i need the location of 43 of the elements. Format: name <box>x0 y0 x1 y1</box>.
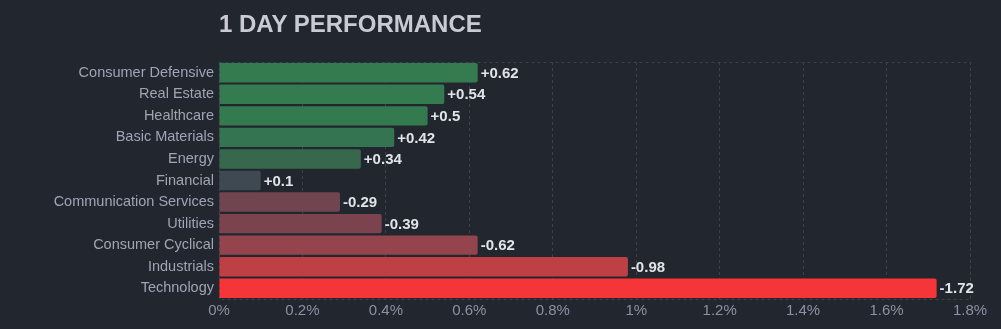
data-label: -0.29 <box>342 193 378 211</box>
x-tick-label: 0.8% <box>535 301 570 319</box>
bar <box>219 235 478 255</box>
data-label: -0.39 <box>384 214 419 232</box>
y-tick-label: Industrials <box>147 257 214 274</box>
data-label: -0.98 <box>630 257 666 275</box>
bar <box>219 106 428 126</box>
data-label: +0.62 <box>480 63 519 81</box>
x-tick-label: 1.4% <box>786 301 821 319</box>
data-label: -0.62 <box>480 236 515 254</box>
bar <box>219 127 395 148</box>
bar <box>219 213 382 234</box>
y-tick-label: Communication Services <box>53 193 214 210</box>
x-tick-label: 1.8% <box>952 301 988 319</box>
bar <box>219 256 628 277</box>
y-tick-label: Technology <box>140 279 215 296</box>
y-tick-label: Energy <box>168 149 215 166</box>
data-label: +0.1 <box>263 171 294 189</box>
y-tick-label: Utilities <box>167 214 214 231</box>
x-tick-label: 0.4% <box>368 301 403 319</box>
bar <box>219 278 937 298</box>
y-tick-label: Healthcare <box>143 106 214 123</box>
x-tick-label: 0.2% <box>285 301 320 319</box>
bar <box>219 84 445 105</box>
data-label: +0.5 <box>430 107 461 124</box>
data-label: +0.34 <box>363 150 403 168</box>
data-label: +0.54 <box>447 85 486 103</box>
x-tick-label: 1% <box>625 301 648 319</box>
y-tick-label: Consumer Defensive <box>78 63 214 80</box>
y-tick-label: Real Estate <box>139 85 214 102</box>
y-tick-label: Basic Materials <box>115 128 214 145</box>
x-tick-label: 1.2% <box>702 301 737 319</box>
bar <box>219 63 478 83</box>
x-tick-label: 0.6% <box>452 301 487 319</box>
y-tick-label: Financial <box>155 171 214 188</box>
bar <box>219 149 361 169</box>
data-label: +0.42 <box>397 128 436 146</box>
chart-title: 1 DAY PERFORMANCE <box>219 10 482 38</box>
y-tick-label: Consumer Cyclical <box>93 236 214 253</box>
x-tick-label: 0% <box>208 301 230 319</box>
x-tick-label: 1.6% <box>869 301 904 319</box>
data-label: -1.72 <box>939 279 974 297</box>
bar <box>219 192 340 212</box>
